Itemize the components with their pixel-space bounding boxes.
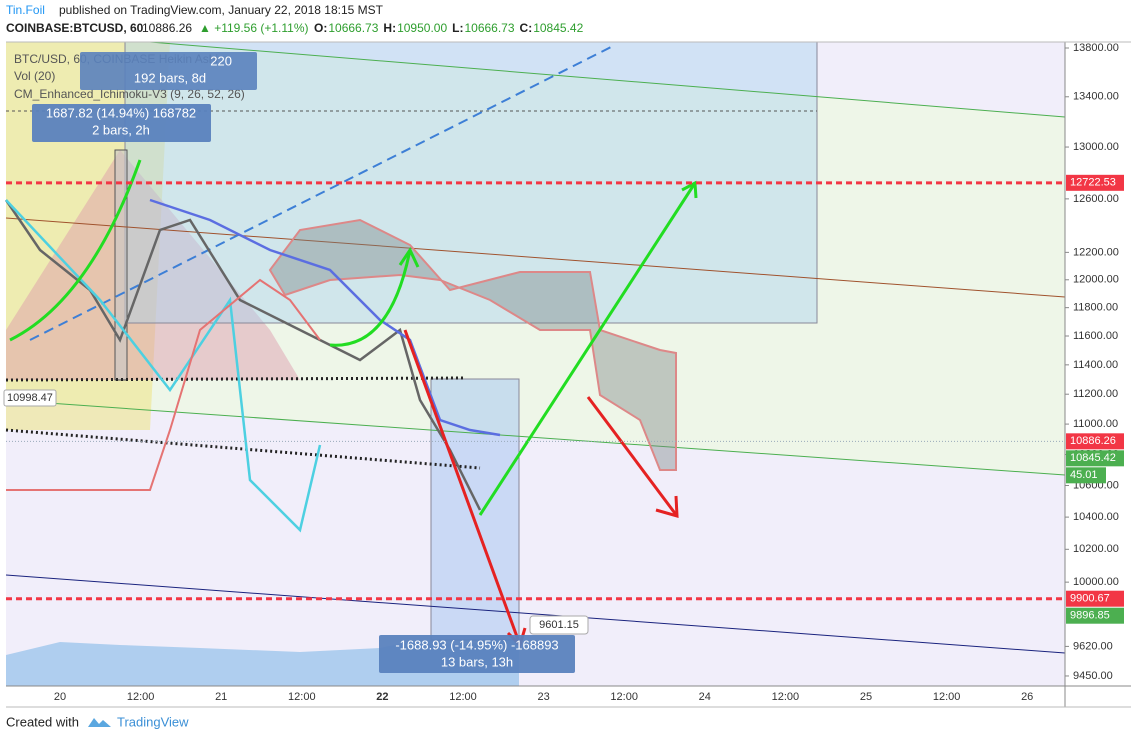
measure-box [379,635,575,673]
lagging-span [5,199,322,533]
trend-label: 10998.47 [7,392,53,404]
ohlc-key: L: [452,21,463,35]
time-tick-label: 23 [537,691,549,703]
price-tick-label: 11000.00 [1073,418,1118,430]
trend-line [5,217,1066,298]
symbol: COINBASE:BTCUSD, 60 [6,21,144,35]
range-box [114,149,128,381]
price-tick-label: 13400.00 [1073,91,1119,103]
time-tick-label: 20 [54,691,66,703]
ohlc-value: 10950.00 [397,21,447,35]
cloud-edge [6,278,321,491]
arrow [478,182,697,516]
arrow [586,396,679,517]
time-tick-label: 12:00 [449,691,477,703]
ohlc-value: 10845.42 [533,21,583,35]
price-tick-label: 13000.00 [1073,141,1119,153]
price-tag [1066,433,1124,450]
price-tick-label: 9450.00 [1073,670,1113,682]
change: ▲ +119.56 (+1.11%) [199,21,309,35]
footer-text: Created with [6,714,79,729]
trend-label-box [3,389,57,407]
price-tick-label: 9620.00 [1073,640,1113,652]
price-tick-label: 11400.00 [1073,359,1118,371]
price-tick-label: 12600.00 [1073,193,1119,205]
published: published on TradingView.com, January 22… [59,3,384,17]
price-tag-label: 12722.53 [1070,177,1116,189]
time-tick-label: 12:00 [772,691,800,703]
logo [88,718,111,727]
price-tag [1066,590,1124,607]
price-tag-label: 9900.67 [1070,593,1110,605]
time-tick-label: 25 [860,691,872,703]
price-tick-label: 11800.00 [1073,302,1118,314]
range-box [430,378,520,641]
price-tag-label: 9896.85 [1070,610,1110,622]
time-tick-label: 12:00 [127,691,155,703]
measure-box [32,104,211,142]
legend-item: CM_Enhanced_Ichimoku-V3 (9, 26, 52, 26) [14,87,245,101]
price-tag [1066,450,1124,467]
time-tick-label: 12:00 [933,691,961,703]
price-tick-label: 10200.00 [1073,543,1119,555]
indicator-tag [1066,467,1106,484]
time-tick-label: 21 [215,691,227,703]
price-tag-label: 10845.42 [1070,452,1116,464]
indicator-tag-label: 45.01 [1070,469,1098,481]
channel-fill [6,42,1065,475]
dotted-line [5,376,466,382]
conversion-line [149,198,501,437]
target-label-box [529,615,589,635]
arrow [329,249,412,347]
author: Tin.Foil [6,3,45,17]
price-tag [1066,607,1124,624]
ohlc-key: O: [314,21,327,35]
price-tag-label: 10886.26 [1070,435,1116,447]
trend-line [5,399,1066,476]
measure-text: 1687.82 (14.94%) 168782 [46,105,196,120]
arrow [403,329,522,646]
ohlc-value: 10666.73 [328,21,378,35]
trend-line [149,41,1066,118]
arrow [9,159,142,342]
arrow-head [681,180,698,199]
projection-line [29,44,616,341]
measure-box [80,52,257,90]
ohlc-value: 10666.73 [464,21,514,35]
price-tick-label: 12000.00 [1073,274,1119,286]
measure-text: 13 bars, 13h [441,654,513,669]
last-price: 10886.26 [142,21,192,35]
ichimoku-cloud [268,218,677,471]
measure-text: 2 bars, 2h [92,122,150,137]
time-tick-label: 12:00 [610,691,638,703]
arrow-head [398,246,420,268]
ohlc-key: H: [383,21,396,35]
price-tick-label: 13800.00 [1073,42,1119,54]
arrow-head [655,495,679,519]
measure-text: 220 [210,53,232,68]
trend-line [5,574,1066,654]
price-tick-label: 10400.00 [1073,511,1119,523]
measure-text: 192 bars, 8d [134,70,206,85]
target-label: 9601.15 [539,619,579,631]
time-tick-label: 12:00 [288,691,316,703]
price-axis [1065,42,1131,686]
legend-item: Vol (20) [14,69,55,83]
price-tick-label: 11600.00 [1073,330,1118,342]
time-tick-label: 26 [1021,691,1033,703]
dotted-line [5,428,481,470]
price-tag [1066,174,1124,191]
measure-text: -1688.93 (-14.95%) -168893 [395,637,558,652]
time-tick-label: 24 [699,691,711,703]
price-tick-label: 10000.00 [1073,576,1119,588]
price-tick-label: 12200.00 [1073,246,1119,258]
ohlc-key: C: [520,21,533,35]
time-tick-label: 22 [376,691,388,703]
price-tick-label: 11200.00 [1073,388,1118,400]
footer-brand[interactable]: TradingView [117,714,189,729]
